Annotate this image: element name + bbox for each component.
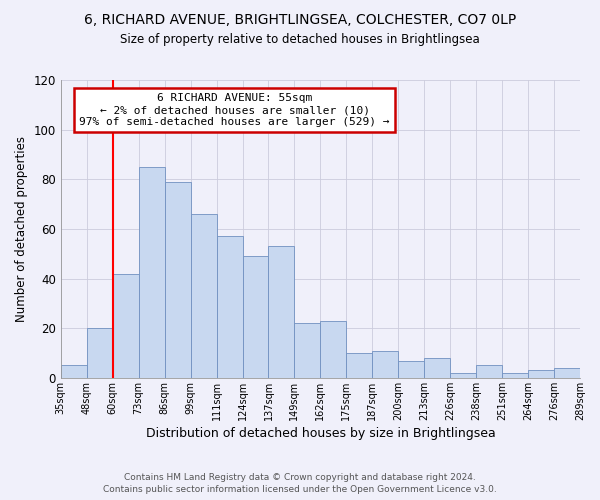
- Bar: [502, 373, 528, 378]
- Bar: [320, 321, 346, 378]
- Bar: [295, 324, 320, 378]
- Bar: [373, 350, 398, 378]
- Text: Size of property relative to detached houses in Brightlingsea: Size of property relative to detached ho…: [120, 32, 480, 46]
- Bar: [554, 368, 580, 378]
- Bar: [268, 246, 295, 378]
- Bar: [113, 274, 139, 378]
- Text: 6 RICHARD AVENUE: 55sqm
← 2% of detached houses are smaller (10)
97% of semi-det: 6 RICHARD AVENUE: 55sqm ← 2% of detached…: [79, 94, 390, 126]
- Bar: [61, 366, 87, 378]
- Bar: [476, 366, 502, 378]
- Bar: [87, 328, 113, 378]
- Bar: [346, 353, 373, 378]
- Bar: [191, 214, 217, 378]
- Bar: [450, 373, 476, 378]
- Bar: [164, 182, 191, 378]
- Text: 6, RICHARD AVENUE, BRIGHTLINGSEA, COLCHESTER, CO7 0LP: 6, RICHARD AVENUE, BRIGHTLINGSEA, COLCHE…: [84, 12, 516, 26]
- Text: Contains HM Land Registry data © Crown copyright and database right 2024.: Contains HM Land Registry data © Crown c…: [124, 472, 476, 482]
- Y-axis label: Number of detached properties: Number of detached properties: [15, 136, 28, 322]
- Text: Contains public sector information licensed under the Open Government Licence v3: Contains public sector information licen…: [103, 485, 497, 494]
- Bar: [217, 236, 242, 378]
- Bar: [242, 256, 268, 378]
- Bar: [398, 360, 424, 378]
- Bar: [139, 167, 164, 378]
- Bar: [424, 358, 450, 378]
- Bar: [528, 370, 554, 378]
- X-axis label: Distribution of detached houses by size in Brightlingsea: Distribution of detached houses by size …: [146, 427, 495, 440]
